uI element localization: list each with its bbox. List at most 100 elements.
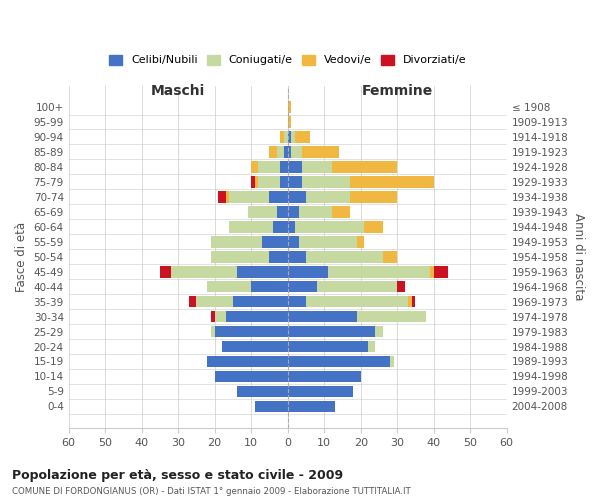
Bar [368,340,376,352]
Bar [222,340,287,352]
Bar [277,146,284,158]
Bar [306,191,350,202]
Bar [287,296,306,308]
Bar [280,176,287,188]
Bar [287,116,292,128]
Bar [215,370,287,382]
Bar [376,326,383,338]
Bar [287,281,317,292]
Bar [306,251,383,262]
Bar [390,356,394,368]
Bar [251,161,259,172]
Bar [273,221,287,232]
Bar [287,146,292,158]
Bar [236,266,287,278]
Bar [287,340,368,352]
Bar [299,236,357,248]
Bar [160,266,171,278]
Bar [317,281,397,292]
Y-axis label: Fasce di età: Fasce di età [15,222,28,292]
Bar [302,161,331,172]
Bar [302,146,339,158]
Bar [226,191,229,202]
Bar [269,191,287,202]
Bar [211,326,215,338]
Bar [397,281,404,292]
Text: COMUNE DI FORDONGIANUS (OR) - Dati ISTAT 1° gennaio 2009 - Elaborazione TUTTITAL: COMUNE DI FORDONGIANUS (OR) - Dati ISTAT… [12,487,411,496]
Bar [287,386,353,398]
Bar [287,251,306,262]
Bar [292,146,302,158]
Y-axis label: Anni di nascita: Anni di nascita [572,213,585,300]
Bar [287,191,306,202]
Bar [251,281,287,292]
Bar [306,296,408,308]
Bar [189,296,196,308]
Bar [295,131,310,143]
Bar [287,176,302,188]
Bar [350,176,434,188]
Bar [255,176,259,188]
Bar [287,221,295,232]
Bar [292,131,295,143]
Bar [229,221,273,232]
Bar [287,356,390,368]
Bar [248,206,277,218]
Bar [259,176,280,188]
Bar [331,206,350,218]
Bar [211,310,215,322]
Bar [255,400,287,412]
Bar [196,296,233,308]
Bar [215,326,287,338]
Bar [226,310,287,322]
Bar [262,236,287,248]
Text: Popolazione per età, sesso e stato civile - 2009: Popolazione per età, sesso e stato civil… [12,470,343,482]
Bar [357,236,364,248]
Bar [211,236,262,248]
Legend: Celibi/Nubili, Coniugati/e, Vedovi/e, Divorziati/e: Celibi/Nubili, Coniugati/e, Vedovi/e, Di… [104,50,471,70]
Bar [280,131,284,143]
Bar [287,206,299,218]
Bar [236,386,287,398]
Bar [259,161,280,172]
Bar [299,206,332,218]
Bar [215,310,226,322]
Bar [287,236,299,248]
Bar [412,296,415,308]
Bar [383,251,397,262]
Bar [364,221,383,232]
Bar [331,161,397,172]
Bar [287,101,292,113]
Bar [287,370,361,382]
Bar [218,191,226,202]
Bar [280,161,287,172]
Bar [408,296,412,308]
Bar [284,131,287,143]
Bar [287,326,376,338]
Text: Maschi: Maschi [151,84,205,98]
Bar [295,221,364,232]
Bar [233,296,287,308]
Bar [287,161,302,172]
Bar [302,176,350,188]
Bar [350,191,397,202]
Bar [357,310,427,322]
Bar [287,310,357,322]
Bar [208,356,287,368]
Bar [287,266,328,278]
Bar [287,131,292,143]
Bar [208,281,251,292]
Bar [277,206,287,218]
Bar [284,146,287,158]
Bar [229,191,269,202]
Bar [287,400,335,412]
Bar [269,146,277,158]
Bar [269,251,287,262]
Bar [328,266,430,278]
Bar [171,266,236,278]
Text: Femmine: Femmine [362,84,433,98]
Bar [434,266,448,278]
Bar [251,176,255,188]
Bar [430,266,434,278]
Bar [211,251,269,262]
